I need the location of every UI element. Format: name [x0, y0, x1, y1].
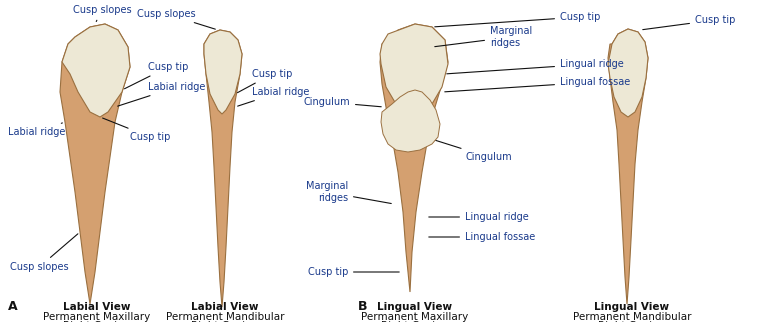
Polygon shape	[380, 24, 448, 292]
Polygon shape	[380, 24, 448, 117]
Text: Cusp tip: Cusp tip	[643, 15, 735, 30]
Polygon shape	[204, 30, 242, 114]
Text: Lingual ridge: Lingual ridge	[447, 59, 624, 74]
Text: Cusp slopes: Cusp slopes	[10, 234, 78, 272]
Text: Labial ridge: Labial ridge	[118, 82, 206, 106]
Text: Right Canine: Right Canine	[63, 321, 131, 322]
Text: Lingual fossae: Lingual fossae	[429, 232, 535, 242]
Text: B: B	[358, 300, 367, 313]
Polygon shape	[204, 30, 242, 307]
Polygon shape	[608, 29, 648, 304]
Text: Right Canine: Right Canine	[192, 321, 259, 322]
Text: Permanent Maxillary: Permanent Maxillary	[43, 311, 151, 321]
Text: Lingual View: Lingual View	[377, 302, 453, 312]
Text: Cusp tip: Cusp tip	[102, 118, 170, 142]
Text: Lingual View: Lingual View	[594, 302, 670, 312]
Text: Lingual fossae: Lingual fossae	[445, 77, 631, 92]
Text: Labial View: Labial View	[63, 302, 131, 312]
Text: Cingulum: Cingulum	[303, 97, 381, 107]
Text: Labial ridge: Labial ridge	[238, 87, 310, 106]
Text: Marginal
ridges: Marginal ridges	[306, 181, 391, 204]
Text: Right Canine: Right Canine	[381, 321, 449, 322]
Text: Cusp slopes: Cusp slopes	[72, 5, 132, 22]
Text: Right Canine: Right Canine	[598, 321, 665, 322]
Text: Marginal
ridges: Marginal ridges	[435, 26, 532, 48]
Text: Labial View: Labial View	[191, 302, 259, 312]
Text: Cingulum: Cingulum	[427, 138, 511, 162]
Text: Lingual ridge: Lingual ridge	[429, 212, 529, 222]
Text: Cusp tip: Cusp tip	[308, 267, 399, 277]
Polygon shape	[60, 24, 130, 304]
Text: Permanent Maxillary: Permanent Maxillary	[361, 311, 469, 321]
Text: Cusp slopes: Cusp slopes	[137, 9, 216, 29]
Text: Permanent Mandibular: Permanent Mandibular	[166, 311, 284, 321]
Text: A: A	[8, 300, 18, 313]
Text: Permanent Mandibular: Permanent Mandibular	[573, 311, 691, 321]
Text: Cusp tip: Cusp tip	[125, 62, 189, 89]
Polygon shape	[62, 24, 130, 117]
Text: Cusp tip: Cusp tip	[237, 69, 293, 93]
Text: Labial ridge: Labial ridge	[8, 123, 65, 137]
Text: Cusp tip: Cusp tip	[435, 12, 601, 27]
Polygon shape	[608, 29, 648, 117]
Polygon shape	[381, 90, 440, 152]
